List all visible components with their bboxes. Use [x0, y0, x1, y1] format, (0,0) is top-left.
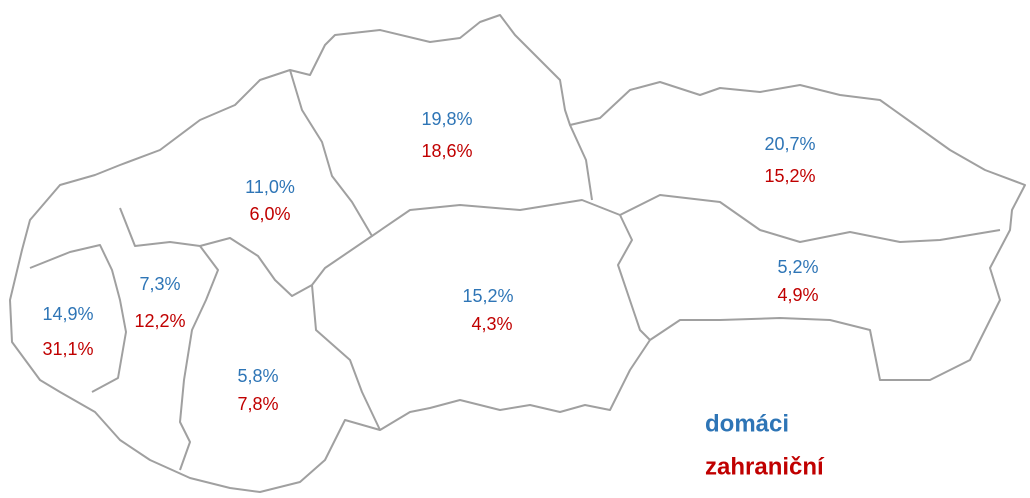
domestic-share: 19,8%: [421, 109, 472, 129]
foreign-share: 7,8%: [237, 394, 278, 414]
legend-foreign: zahraniční: [705, 453, 825, 480]
region-border: [199, 69, 373, 297]
region-border: [311, 284, 381, 431]
foreign-share: 6,0%: [249, 204, 290, 224]
region-border: [29, 244, 127, 393]
foreign-share: 12,2%: [134, 311, 185, 331]
region-border: [617, 214, 651, 341]
foreign-share: 31,1%: [42, 339, 93, 359]
domestic-share: 15,2%: [462, 286, 513, 306]
domestic-share: 5,8%: [237, 366, 278, 386]
region-border: [371, 199, 621, 237]
foreign-share: 4,9%: [777, 285, 818, 305]
foreign-share: 4,3%: [471, 314, 512, 334]
foreign-share: 15,2%: [764, 166, 815, 186]
domestic-share: 7,3%: [139, 274, 180, 294]
domestic-share: 5,2%: [777, 257, 818, 277]
country-border: [9, 14, 1026, 493]
region-border: [619, 194, 1001, 243]
legend-domestic: domáci: [705, 410, 789, 437]
foreign-share: 18,6%: [421, 141, 472, 161]
domestic-share: 11,0%: [245, 177, 295, 197]
domestic-share: 20,7%: [764, 134, 815, 154]
region-border: [119, 207, 219, 471]
domestic-share: 14,9%: [42, 304, 93, 324]
region-border: [569, 124, 593, 201]
